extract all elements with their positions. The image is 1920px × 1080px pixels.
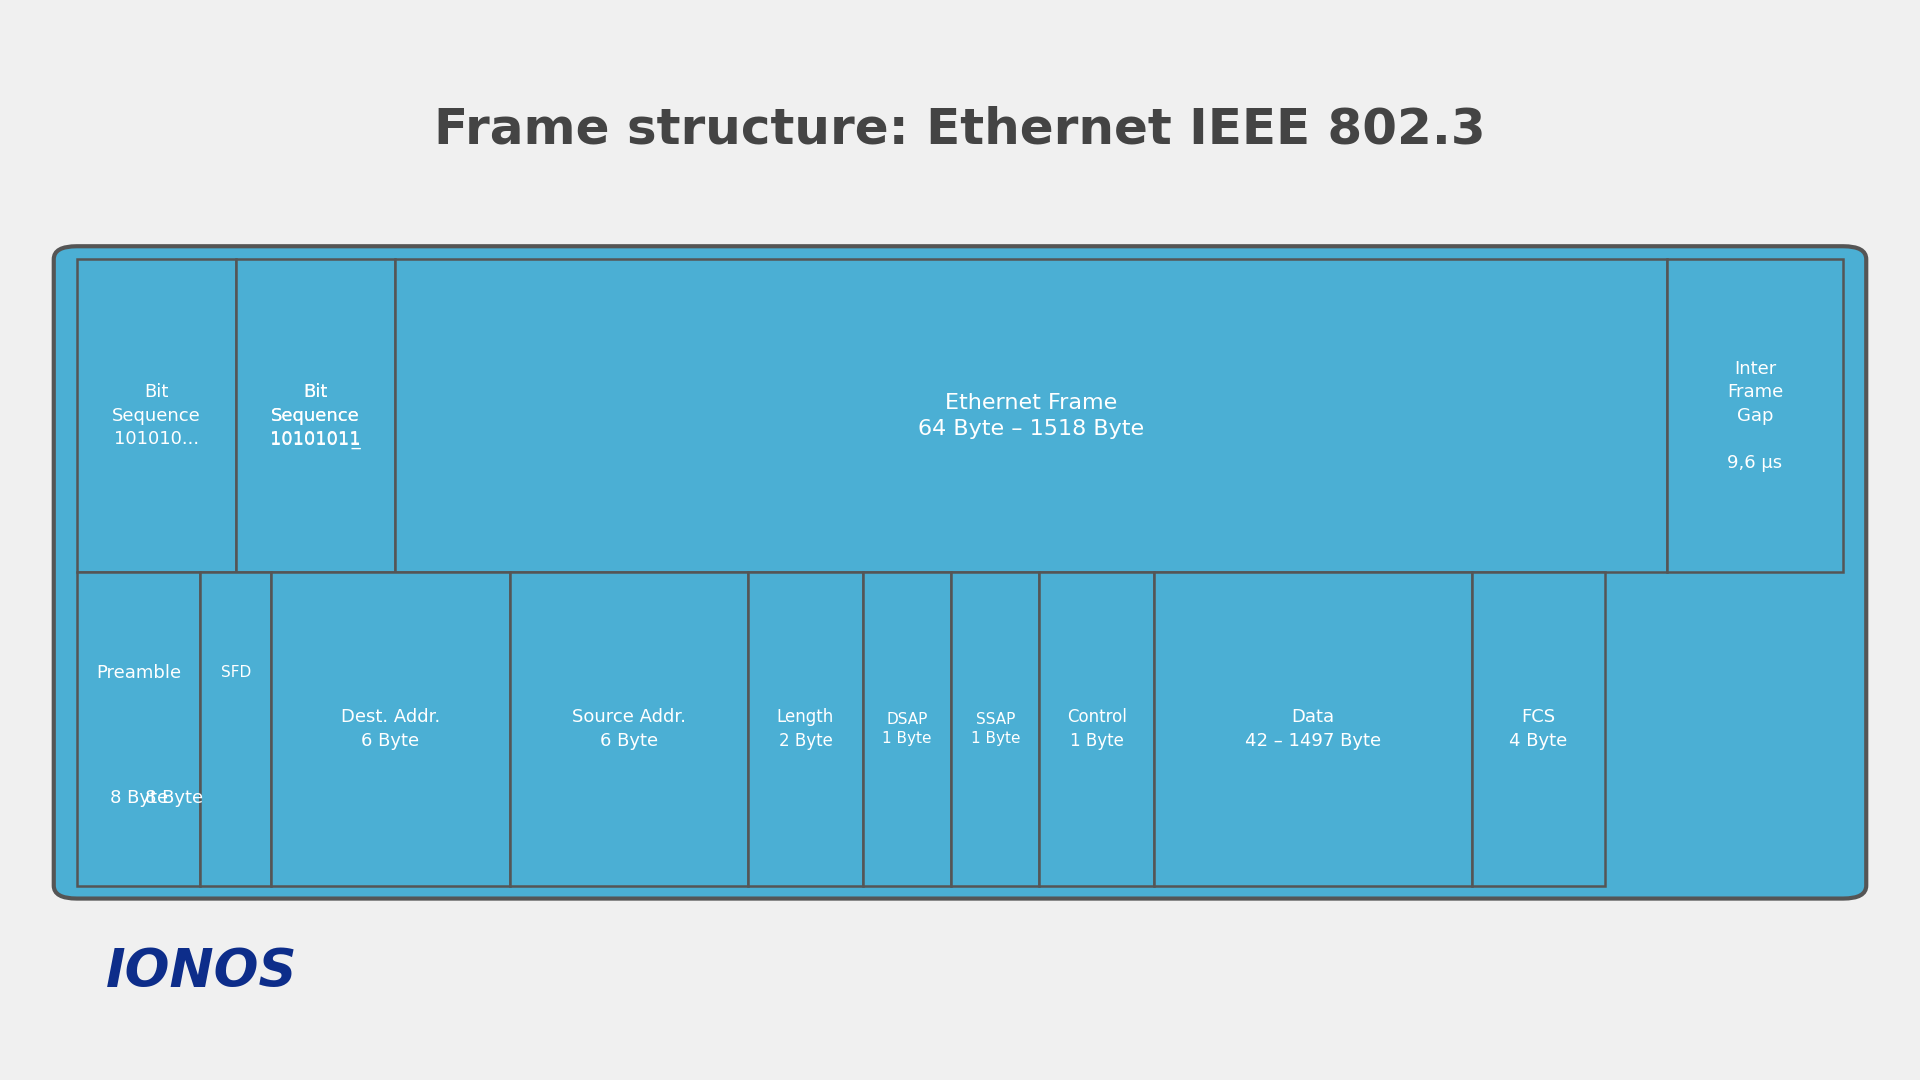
Text: Frame structure: Ethernet IEEE 802.3: Frame structure: Ethernet IEEE 802.3 bbox=[434, 106, 1486, 153]
Text: Bit
Sequence
10101011: Bit Sequence 10101011 bbox=[271, 383, 361, 448]
Bar bbox=[950, 572, 1039, 886]
Bar bbox=[200, 572, 271, 886]
Text: Preamble: Preamble bbox=[96, 663, 180, 681]
Bar bbox=[1154, 572, 1473, 886]
Bar bbox=[1473, 572, 1605, 886]
Text: SFD: SFD bbox=[221, 665, 252, 680]
Bar bbox=[77, 259, 236, 572]
Text: SSAP
1 Byte: SSAP 1 Byte bbox=[972, 712, 1020, 746]
Bar bbox=[236, 259, 396, 572]
Bar bbox=[271, 572, 509, 886]
Bar bbox=[1667, 259, 1843, 572]
Text: Length
2 Byte: Length 2 Byte bbox=[778, 708, 833, 750]
Text: 8 Byte: 8 Byte bbox=[109, 788, 167, 807]
Bar bbox=[1039, 572, 1154, 886]
Text: Bit
Sequence
101010...: Bit Sequence 101010... bbox=[111, 383, 202, 448]
Text: Data
42 – 1497 Byte: Data 42 – 1497 Byte bbox=[1246, 708, 1380, 750]
Text: IONOS: IONOS bbox=[106, 946, 298, 998]
Text: Bit
Sequence
10101011̲: Bit Sequence 10101011̲ bbox=[271, 383, 361, 448]
Text: DSAP
1 Byte: DSAP 1 Byte bbox=[883, 712, 931, 746]
Text: Control
1 Byte: Control 1 Byte bbox=[1068, 708, 1127, 750]
Text: Dest. Addr.
6 Byte: Dest. Addr. 6 Byte bbox=[340, 708, 440, 750]
Text: Ethernet Frame
64 Byte – 1518 Byte: Ethernet Frame 64 Byte – 1518 Byte bbox=[918, 393, 1144, 438]
Bar bbox=[396, 259, 1667, 572]
Bar bbox=[862, 572, 950, 886]
Text: Inter
Frame
Gap

9,6 µs: Inter Frame Gap 9,6 µs bbox=[1726, 360, 1784, 472]
Text: Source Addr.
6 Byte: Source Addr. 6 Byte bbox=[572, 708, 685, 750]
Bar bbox=[77, 572, 200, 886]
Text: FCS
4 Byte: FCS 4 Byte bbox=[1509, 708, 1567, 750]
Bar bbox=[749, 572, 862, 886]
FancyBboxPatch shape bbox=[54, 246, 1866, 899]
Text: 8 Byte: 8 Byte bbox=[144, 788, 204, 807]
Bar bbox=[509, 572, 749, 886]
